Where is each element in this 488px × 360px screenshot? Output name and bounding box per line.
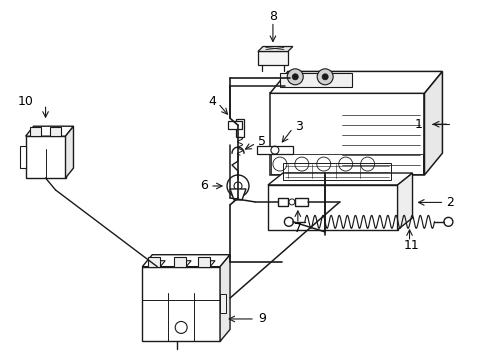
Bar (30, 127, 41, 136)
Text: 3: 3 (294, 120, 302, 133)
Polygon shape (25, 126, 73, 136)
Bar (20, 146, 25, 168)
Polygon shape (174, 261, 191, 267)
Polygon shape (397, 173, 412, 230)
Polygon shape (424, 71, 442, 175)
Polygon shape (148, 261, 165, 267)
Bar (269, 93, 424, 175)
Bar (270, 154, 423, 174)
Bar (174, 257, 186, 267)
Polygon shape (142, 255, 229, 267)
Bar (258, 51, 287, 66)
Text: 8: 8 (268, 10, 276, 23)
Polygon shape (198, 261, 215, 267)
Bar (283, 163, 390, 180)
Bar (198, 257, 210, 267)
Text: 11: 11 (403, 239, 419, 252)
Bar (236, 119, 244, 137)
Circle shape (322, 74, 327, 80)
Text: 1: 1 (414, 118, 422, 131)
Bar (277, 198, 287, 206)
Polygon shape (267, 173, 412, 185)
Text: 7: 7 (293, 222, 301, 235)
Bar (49, 127, 61, 136)
Text: 6: 6 (200, 180, 208, 193)
Text: 5: 5 (258, 135, 265, 148)
Circle shape (226, 175, 248, 197)
Bar (25, 136, 65, 178)
Polygon shape (269, 71, 442, 93)
Text: 10: 10 (18, 95, 34, 108)
Polygon shape (258, 46, 292, 51)
Bar (256, 146, 292, 154)
Bar (227, 121, 242, 129)
Text: 4: 4 (208, 95, 216, 108)
Circle shape (443, 217, 452, 226)
Text: 2: 2 (446, 196, 453, 209)
Circle shape (292, 74, 298, 80)
Bar (220, 293, 225, 314)
Polygon shape (65, 126, 73, 178)
Bar (142, 267, 220, 341)
Text: 9: 9 (258, 312, 265, 325)
Circle shape (317, 69, 332, 85)
Bar (294, 198, 307, 206)
Bar (280, 73, 351, 87)
Bar (148, 257, 160, 267)
Polygon shape (220, 255, 229, 341)
Circle shape (286, 69, 303, 85)
Bar (267, 185, 397, 230)
Circle shape (284, 217, 293, 226)
Polygon shape (229, 189, 245, 200)
